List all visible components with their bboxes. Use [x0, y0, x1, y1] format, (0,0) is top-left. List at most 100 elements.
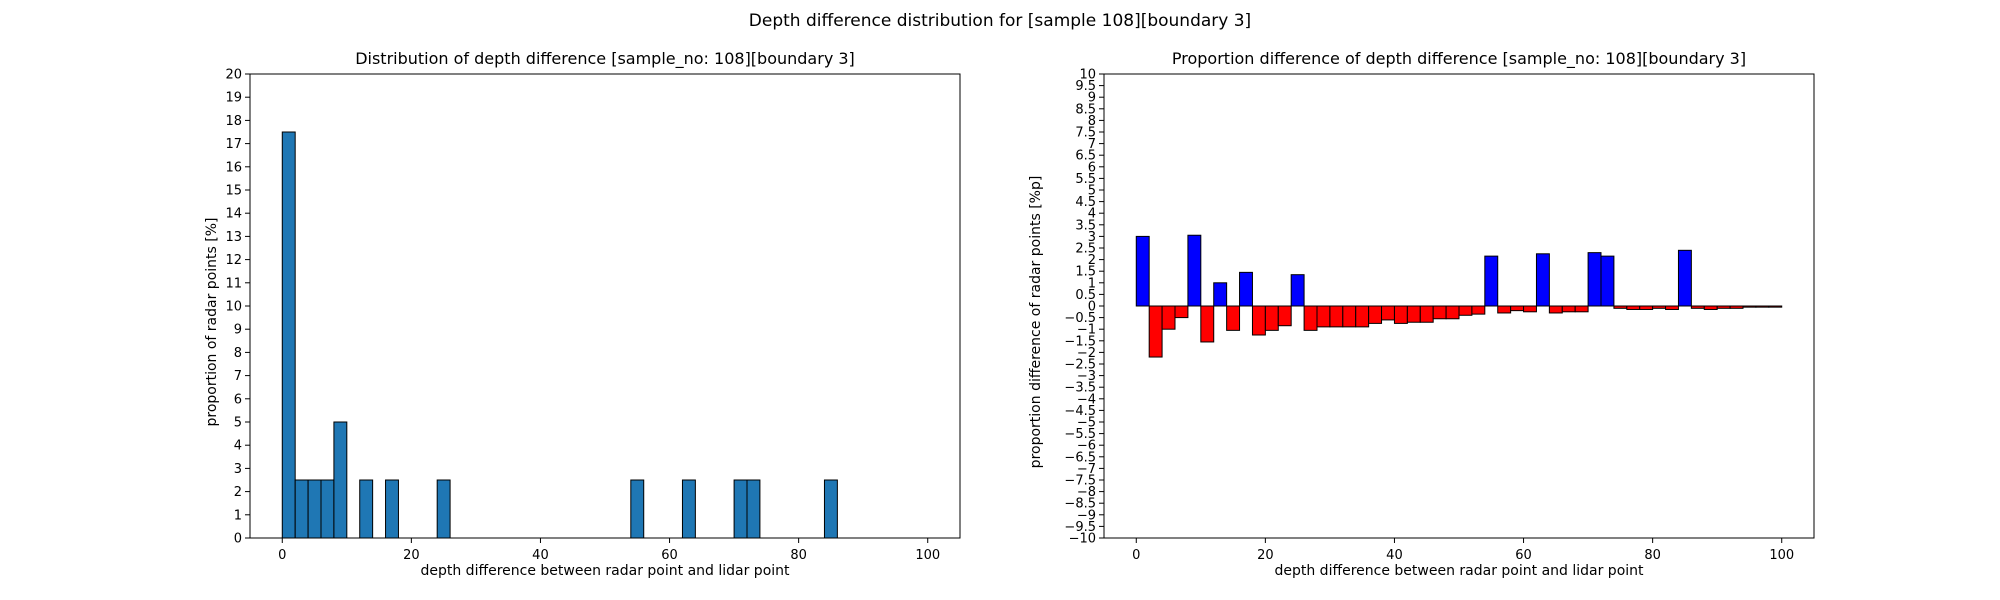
- bar-distribution-7: [436, 479, 451, 539]
- bar-proportion-difference-41: [1665, 305, 1679, 310]
- ytick-label: −9.5: [1064, 520, 1096, 535]
- ytick-label: −2: [1077, 346, 1096, 361]
- ytick-label: −7: [1077, 462, 1096, 477]
- bar-proportion-difference-32: [1548, 305, 1563, 314]
- ytick-label: 13: [225, 230, 242, 245]
- panel-distribution-xlabel: depth difference between radar point and…: [420, 563, 790, 579]
- ytick-label: 5: [1088, 184, 1096, 199]
- ytick-label: −8: [1077, 485, 1096, 500]
- bar-proportion-difference-43: [1690, 305, 1705, 309]
- xtick-label: 0: [278, 548, 286, 563]
- ytick-label: −5.5: [1064, 427, 1096, 442]
- figure-suptitle: Depth difference distribution for [sampl…: [749, 11, 1251, 31]
- ytick-label: 4: [1088, 207, 1096, 222]
- panel-proportion-difference-xlabel: depth difference between radar point and…: [1274, 563, 1644, 579]
- xtick-label: 0: [1132, 548, 1140, 563]
- ytick-label: 3: [234, 462, 242, 477]
- panel-proportion-difference-ylabel: proportion difference of radar points [%…: [1028, 176, 1044, 469]
- ytick-label: 6.5: [1075, 149, 1096, 164]
- bar-proportion-difference-37: [1613, 305, 1628, 309]
- bar-proportion-difference-2: [1161, 305, 1176, 330]
- bar-proportion-difference-17: [1355, 305, 1370, 328]
- ytick-label: 1: [234, 508, 242, 523]
- bar-proportion-difference-20: [1393, 305, 1408, 324]
- ytick-label: −3: [1077, 369, 1096, 384]
- bar-distribution-11: [746, 479, 761, 539]
- bar-distribution-9: [681, 479, 696, 539]
- ytick-label: 20: [225, 68, 242, 83]
- bar-proportion-difference-26: [1471, 305, 1486, 315]
- ytick-label: −4.5: [1064, 404, 1096, 419]
- panel-distribution-bars: [281, 131, 838, 539]
- ytick-label: 18: [225, 114, 242, 129]
- ytick-label: 8.5: [1075, 102, 1096, 117]
- ytick-label: −4: [1077, 392, 1096, 407]
- bar-proportion-difference-9: [1251, 305, 1266, 336]
- bar-proportion-difference-25: [1458, 305, 1473, 316]
- bar-proportion-difference-8: [1239, 271, 1253, 307]
- ytick-label: 1: [1088, 276, 1096, 291]
- ytick-label: 6: [234, 392, 242, 407]
- ytick-label: −7.5: [1064, 474, 1096, 489]
- ytick-label: −6: [1077, 439, 1096, 454]
- xtick-label: 60: [1515, 548, 1532, 563]
- bar-proportion-difference-36: [1600, 255, 1615, 307]
- xtick-label: 60: [661, 548, 678, 563]
- xtick-label: 40: [1386, 548, 1403, 563]
- ytick-label: 17: [225, 137, 242, 152]
- ytick-label: 10: [1079, 68, 1096, 83]
- ytick-label: 12: [225, 253, 242, 268]
- bar-distribution-6: [385, 479, 399, 539]
- bar-proportion-difference-33: [1561, 305, 1576, 313]
- bar-proportion-difference-27: [1484, 255, 1499, 307]
- bar-proportion-difference-24: [1445, 305, 1460, 320]
- bar-proportion-difference-11: [1277, 305, 1292, 327]
- ytick-label: 9: [1088, 91, 1096, 106]
- bar-proportion-difference-7: [1226, 305, 1241, 331]
- bar-proportion-difference-3: [1174, 305, 1189, 319]
- ytick-label: 4.5: [1075, 195, 1096, 210]
- bar-proportion-difference-42: [1677, 249, 1692, 307]
- bar-proportion-difference-13: [1303, 305, 1318, 331]
- ytick-label: −1.5: [1064, 334, 1096, 349]
- bar-proportion-difference-19: [1381, 305, 1395, 321]
- xtick-label: 20: [1257, 548, 1274, 563]
- bar-proportion-difference-31: [1535, 253, 1550, 307]
- panel-proportion-difference-frame: [1103, 73, 1815, 539]
- panel-distribution-ylabel: proportion of radar points [%]: [204, 217, 220, 426]
- ytick-label: 5: [234, 416, 242, 431]
- bar-proportion-difference-4: [1187, 234, 1202, 307]
- bar-proportion-difference-40: [1652, 305, 1667, 309]
- xtick-label: 20: [403, 548, 420, 563]
- bar-proportion-difference-10: [1264, 305, 1279, 331]
- bar-distribution-2: [307, 479, 322, 539]
- bar-proportion-difference-12: [1290, 274, 1305, 307]
- bar-proportion-difference-23: [1432, 305, 1447, 320]
- ytick-label: −1: [1077, 323, 1096, 338]
- bar-distribution-0: [281, 131, 296, 539]
- bar-proportion-difference-38: [1626, 305, 1641, 310]
- bar-proportion-difference-28: [1497, 305, 1512, 314]
- ytick-label: −6.5: [1064, 450, 1096, 465]
- bar-distribution-3: [320, 479, 335, 539]
- panel-distribution-title: Distribution of depth difference [sample…: [355, 49, 855, 69]
- xtick-label: 40: [532, 548, 549, 563]
- panel-distribution-xticks: 0 20 40 60 80 100: [278, 538, 940, 563]
- xtick-label: 80: [790, 548, 807, 563]
- bar-proportion-difference-49: [1768, 305, 1783, 308]
- ytick-label: 0: [234, 532, 242, 547]
- ytick-label: −3.5: [1064, 381, 1096, 396]
- ytick-label: −10: [1069, 532, 1096, 547]
- ytick-label: 7.5: [1075, 126, 1096, 141]
- ytick-label: 15: [225, 184, 242, 199]
- bar-distribution-8: [630, 479, 645, 539]
- bar-proportion-difference-21: [1406, 305, 1421, 323]
- ytick-label: 8: [234, 346, 242, 361]
- ytick-label: 3.5: [1075, 218, 1096, 233]
- bar-proportion-difference-48: [1755, 305, 1770, 308]
- ytick-label: 10: [225, 300, 242, 315]
- ytick-label: −0.5: [1064, 311, 1096, 326]
- bar-distribution-10: [733, 479, 748, 539]
- panel-distribution: Distribution of depth difference [sample…: [204, 49, 961, 579]
